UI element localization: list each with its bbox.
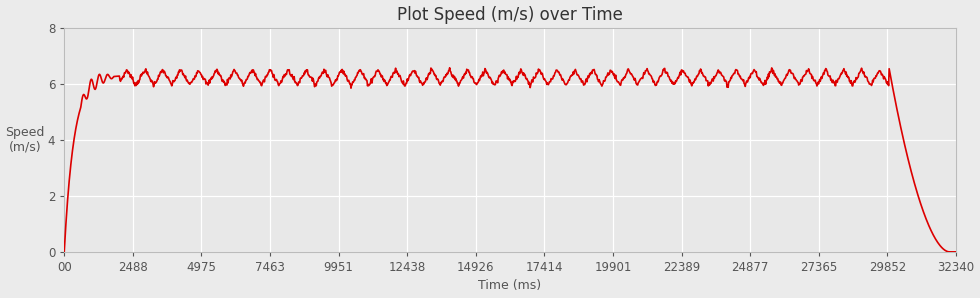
Y-axis label: Speed
(m/s): Speed (m/s) [6,126,45,154]
Title: Plot Speed (m/s) over Time: Plot Speed (m/s) over Time [397,6,623,24]
X-axis label: Time (ms): Time (ms) [478,280,542,292]
